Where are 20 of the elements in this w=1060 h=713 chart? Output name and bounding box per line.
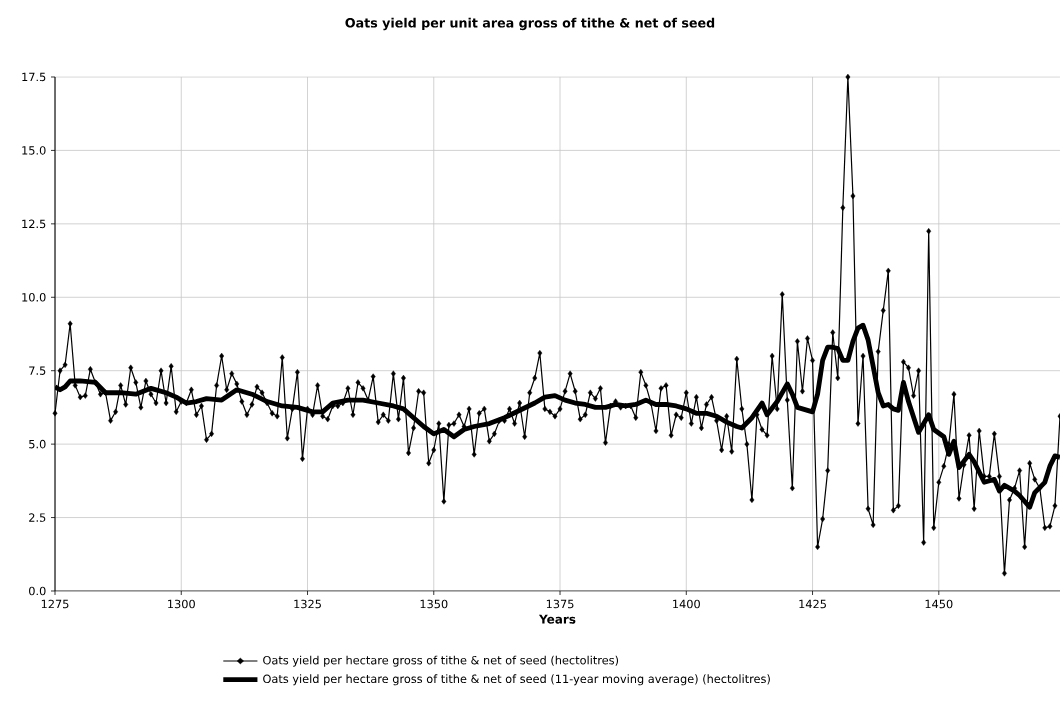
chart-title: Oats yield per unit area gross of tithe & net of seed (345, 17, 715, 31)
x-tick-label: 1350 (420, 599, 448, 609)
x-tick-label: 1325 (294, 599, 321, 609)
y-tick-label: 10.0 (22, 292, 46, 302)
legend-label: Oats yield per hectare gross of tithe & net of seed (11-year moving average) (hectolitres) (263, 674, 770, 686)
y-tick-label: 12.5 (22, 219, 46, 229)
y-tick-label: 5.0 (29, 439, 46, 449)
x-axis-title: Years (538, 614, 576, 624)
y-tick-label: 2.5 (29, 513, 46, 522)
x-tick-label: 1425 (799, 599, 826, 609)
y-tick-label: 7.5 (29, 366, 46, 375)
y-tick-label: 15.0 (22, 146, 46, 155)
x-tick-label: 1275 (41, 599, 69, 609)
x-tick-label: 1450 (925, 599, 953, 609)
x-tick-label: 1375 (546, 599, 574, 609)
legend-label: Oats yield per hectare gross of tithe & net of seed (hectolitres) (263, 655, 619, 667)
y-tick-label: 17.5 (22, 72, 46, 82)
x-tick-label: 1300 (168, 599, 195, 609)
y-tick-label: 0.0 (29, 586, 46, 596)
x-tick-label: 1400 (673, 599, 700, 609)
